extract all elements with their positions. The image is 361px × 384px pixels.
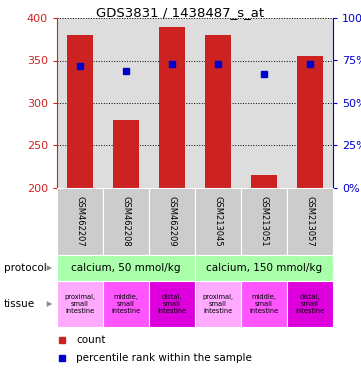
Text: GSM462209: GSM462209 <box>168 196 177 247</box>
Text: distal,
small
intestine: distal, small intestine <box>157 294 187 314</box>
Text: GSM462208: GSM462208 <box>122 196 130 247</box>
Bar <box>297 56 323 188</box>
Text: calcium, 50 mmol/kg: calcium, 50 mmol/kg <box>71 263 181 273</box>
Text: middle,
small
intestine: middle, small intestine <box>112 294 141 314</box>
Text: distal,
small
intestine: distal, small intestine <box>295 294 325 314</box>
Text: GSM213045: GSM213045 <box>213 196 222 247</box>
Text: GSM462207: GSM462207 <box>75 196 84 247</box>
Text: middle,
small
intestine: middle, small intestine <box>249 294 279 314</box>
Bar <box>159 26 184 188</box>
Text: count: count <box>76 335 105 345</box>
Text: calcium, 150 mmol/kg: calcium, 150 mmol/kg <box>206 263 322 273</box>
Bar <box>205 35 231 188</box>
Text: proximal,
small
intestine: proximal, small intestine <box>203 294 234 314</box>
Text: proximal,
small
intestine: proximal, small intestine <box>65 294 96 314</box>
Bar <box>113 120 139 188</box>
Text: GSM213057: GSM213057 <box>305 196 314 247</box>
Text: percentile rank within the sample: percentile rank within the sample <box>76 353 252 363</box>
Text: GDS3831 / 1438487_s_at: GDS3831 / 1438487_s_at <box>96 6 265 19</box>
Text: protocol: protocol <box>4 263 46 273</box>
Bar <box>251 175 277 188</box>
Text: tissue: tissue <box>4 299 35 309</box>
Bar <box>68 35 93 188</box>
Text: GSM213051: GSM213051 <box>260 196 269 247</box>
